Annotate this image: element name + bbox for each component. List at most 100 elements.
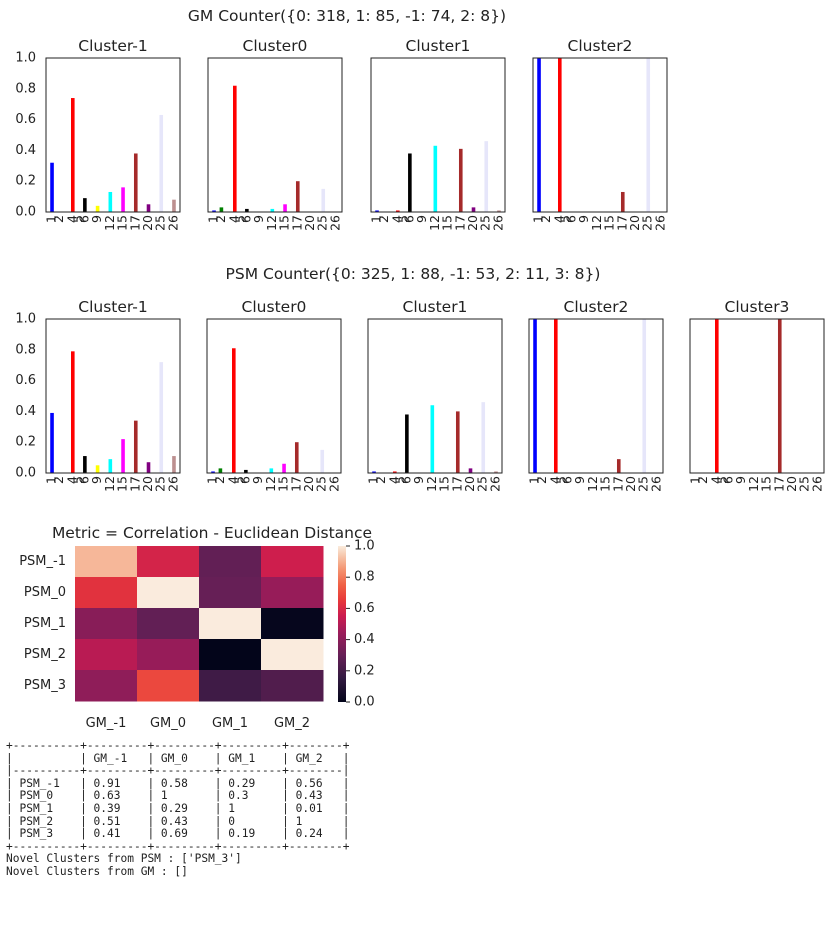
x-tick-label: 9 [89, 215, 104, 223]
bar-6 [245, 208, 249, 212]
bar-chart-psm-4: Cluster-11245691215172025260.00.20.40.60… [15, 298, 181, 492]
x-tick-label: 1 [688, 476, 703, 484]
bar-17 [455, 411, 460, 473]
heatmap-cell [137, 670, 200, 702]
subplot-title: Cluster-1 [78, 37, 147, 55]
subplot-title: Cluster0 [243, 37, 308, 55]
bar-4 [558, 58, 562, 212]
bar-6 [405, 414, 409, 473]
x-tick-label: 12 [746, 476, 761, 492]
x-tick-label: 17 [288, 476, 303, 492]
x-tick-label: 6 [401, 215, 416, 223]
bar-17 [616, 459, 621, 473]
heatmap-cell [137, 546, 200, 578]
x-tick-label: 4 [64, 215, 79, 223]
x-tick-label: 6 [76, 215, 91, 223]
x-tick-label: 25 [636, 476, 651, 492]
bar-25 [159, 114, 164, 212]
x-tick-label: 26 [327, 215, 342, 231]
y-tick-label: 0.8 [15, 342, 36, 357]
heatmap-row-label: PSM_0 [24, 585, 66, 600]
x-tick-label: 4 [551, 215, 566, 223]
x-tick-label: 4 [386, 476, 401, 484]
bar-4 [554, 319, 558, 473]
subplot-title: Cluster0 [242, 298, 307, 316]
x-tick-label: 5 [70, 476, 85, 484]
x-tick-label: 1 [369, 215, 384, 223]
heatmap-cell [261, 546, 324, 578]
x-tick-label: 2 [212, 476, 227, 484]
x-tick-label: 15 [115, 215, 130, 231]
bar-17 [777, 319, 782, 473]
x-tick-label: 12 [427, 215, 442, 231]
bar-17 [133, 153, 138, 212]
x-tick-label: 25 [314, 476, 329, 492]
y-tick-label: 0.0 [15, 466, 36, 481]
heatmap-cell [137, 639, 200, 671]
bar-20 [146, 462, 151, 473]
x-tick-label: 17 [771, 476, 786, 492]
x-tick-label: 12 [589, 215, 604, 231]
x-tick-label: 2 [51, 476, 66, 484]
x-tick-label: 5 [70, 215, 85, 223]
x-tick-label: 15 [598, 476, 613, 492]
plot-frame [367, 318, 503, 474]
bar-17 [295, 181, 300, 212]
x-tick-label: 26 [487, 476, 502, 492]
x-tick-label: 2 [538, 215, 553, 223]
bar-1 [375, 210, 379, 212]
y-tick-label: 0.4 [15, 143, 36, 158]
bar-4 [71, 98, 75, 212]
bar-12 [269, 468, 274, 473]
bar-15 [121, 187, 125, 212]
x-tick-label: 9 [411, 476, 426, 484]
x-tick-label: 2 [373, 476, 388, 484]
x-tick-label: 17 [449, 476, 464, 492]
x-tick-label: 1 [527, 476, 542, 484]
bar-1 [211, 471, 215, 473]
colorbar-tick-label: 0.6 [354, 601, 375, 616]
bar-25 [484, 141, 489, 212]
bar-12 [433, 145, 438, 212]
x-tick-label: 25 [153, 215, 168, 231]
x-tick-label: 25 [797, 476, 812, 492]
heatmap-cell [137, 608, 200, 640]
heatmap-cell [199, 608, 262, 640]
x-tick-label: 9 [251, 215, 266, 223]
plot-frame [45, 57, 181, 213]
bar-12 [270, 208, 275, 212]
bar-20 [146, 204, 151, 212]
heatmap-cell [199, 670, 262, 702]
x-tick-label: 20 [627, 215, 642, 231]
colorbar-tick-label: 0.2 [354, 663, 375, 678]
bar-26 [172, 456, 176, 473]
x-tick-label: 26 [165, 215, 180, 231]
bar-15 [283, 204, 287, 212]
heatmap-col-label: GM_-1 [86, 716, 127, 731]
x-tick-label: 26 [326, 476, 341, 492]
x-tick-label: 5 [557, 215, 572, 223]
bar-9 [95, 465, 100, 473]
bar-2 [218, 468, 223, 473]
x-tick-label: 15 [277, 215, 292, 231]
x-tick-label: 9 [572, 476, 587, 484]
bar-4 [71, 351, 75, 473]
bar-4 [232, 348, 236, 473]
bar-25 [642, 319, 647, 473]
x-tick-label: 1 [206, 215, 221, 223]
x-tick-label: 12 [264, 215, 279, 231]
bar-1 [537, 58, 541, 212]
bar-12 [430, 405, 435, 473]
psm-suptitle: PSM Counter({0: 325, 1: 88, -1: 53, 2: 1… [226, 265, 601, 283]
x-tick-label: 26 [165, 476, 180, 492]
x-tick-label: 6 [237, 476, 252, 484]
x-tick-label: 2 [376, 215, 391, 223]
x-tick-label: 26 [490, 215, 505, 231]
x-tick-label: 4 [64, 476, 79, 484]
plot-frame [528, 318, 664, 474]
x-tick-label: 4 [389, 215, 404, 223]
bar-20 [468, 468, 473, 473]
